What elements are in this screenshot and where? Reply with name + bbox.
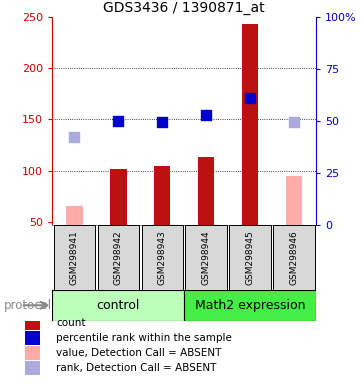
Bar (198, 157, 214, 225)
Point (71, 134, 77, 140)
Bar (286, 175, 302, 225)
Point (291, 119, 297, 126)
Point (247, 95, 253, 101)
Bar (25, 331, 40, 345)
Text: control: control (96, 299, 140, 312)
Text: percentile rank within the sample: percentile rank within the sample (56, 333, 232, 343)
Text: GSM298945: GSM298945 (245, 230, 255, 285)
Bar (97, 225, 139, 290)
Bar (154, 166, 170, 225)
Text: count: count (56, 318, 86, 328)
Title: GDS3436 / 1390871_at: GDS3436 / 1390871_at (103, 1, 265, 15)
Text: value, Detection Call = ABSENT: value, Detection Call = ABSENT (56, 348, 221, 358)
Bar (52, 290, 184, 321)
Point (115, 118, 121, 124)
Text: rank, Detection Call = ABSENT: rank, Detection Call = ABSENT (56, 363, 216, 373)
Text: GSM298946: GSM298946 (290, 230, 299, 285)
Bar (142, 225, 183, 290)
Bar (25, 361, 40, 375)
Bar (110, 169, 127, 225)
Text: GSM298941: GSM298941 (70, 230, 79, 285)
Bar (229, 225, 271, 290)
Bar (186, 225, 227, 290)
Bar (273, 225, 314, 290)
Bar (25, 316, 40, 329)
Text: GSM298943: GSM298943 (158, 230, 167, 285)
Bar (66, 206, 83, 225)
Point (159, 119, 165, 126)
Point (203, 112, 209, 118)
Text: GSM298944: GSM298944 (201, 230, 210, 285)
Text: Math2 expression: Math2 expression (195, 299, 305, 312)
Text: GSM298942: GSM298942 (114, 230, 123, 285)
Bar (54, 225, 95, 290)
Text: protocol: protocol (4, 299, 52, 312)
Bar (25, 346, 40, 360)
Bar (184, 290, 316, 321)
Bar (242, 25, 258, 225)
